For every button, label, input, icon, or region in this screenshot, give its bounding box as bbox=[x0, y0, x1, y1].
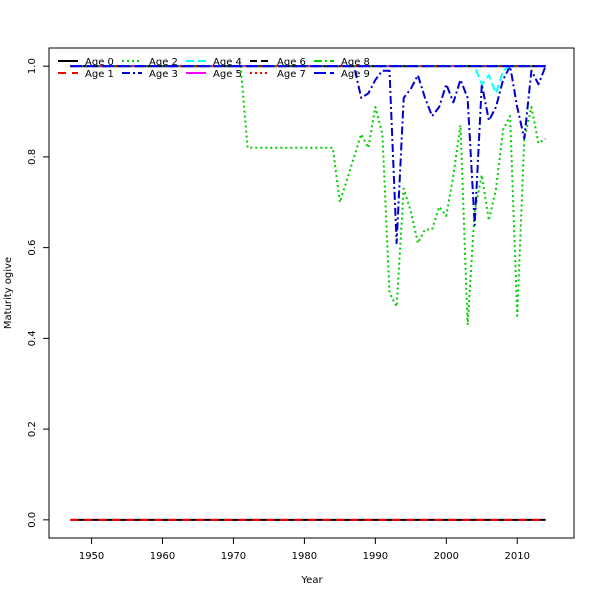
legend-label-age-3: Age 3 bbox=[149, 69, 178, 80]
y-tick-label-0-0: 0.0 bbox=[27, 512, 38, 528]
legend-label-age-0: Age 0 bbox=[85, 57, 114, 68]
legend-label-age-1: Age 1 bbox=[85, 69, 114, 80]
y-tick-label-1-0: 1.0 bbox=[27, 58, 38, 74]
y-tick-label-0-2: 0.2 bbox=[27, 421, 38, 437]
x-tick-label-1990: 1990 bbox=[363, 551, 388, 562]
legend-label-age-4: Age 4 bbox=[213, 57, 242, 68]
series-layer bbox=[70, 65, 547, 521]
x-tick-label-2010: 2010 bbox=[505, 551, 530, 562]
x-tick-label-1980: 1980 bbox=[292, 551, 317, 562]
legend-label-age-6: Age 6 bbox=[277, 57, 306, 68]
x-tick-label-2000: 2000 bbox=[434, 551, 459, 562]
legend-label-age-9: Age 9 bbox=[341, 69, 370, 80]
series-line-age-3 bbox=[70, 65, 547, 245]
y-tick-label-0-6: 0.6 bbox=[27, 240, 38, 256]
legend-label-age-5: Age 5 bbox=[213, 69, 242, 80]
axes-layer: 1950 1960 1970 1980 1990 2000 2010 0.0 0.2 0.4 0.6… bbox=[27, 58, 530, 562]
legend-label-age-7: Age 7 bbox=[277, 69, 306, 80]
x-tick-label-1970: 1970 bbox=[221, 551, 246, 562]
legend-label-age-2: Age 2 bbox=[149, 57, 178, 68]
x-axis-title: Year bbox=[300, 575, 323, 586]
plot-box bbox=[48, 47, 575, 539]
x-tick-label-1960: 1960 bbox=[150, 551, 175, 562]
x-tick-label-1950: 1950 bbox=[79, 551, 104, 562]
legend-label-age-8: Age 8 bbox=[341, 57, 370, 68]
series-line-age-2 bbox=[70, 65, 547, 326]
y-tick-label-0-4: 0.4 bbox=[27, 330, 38, 346]
y-tick-label-0-8: 0.8 bbox=[27, 149, 38, 165]
y-axis-title: Maturity ogive bbox=[3, 257, 14, 329]
